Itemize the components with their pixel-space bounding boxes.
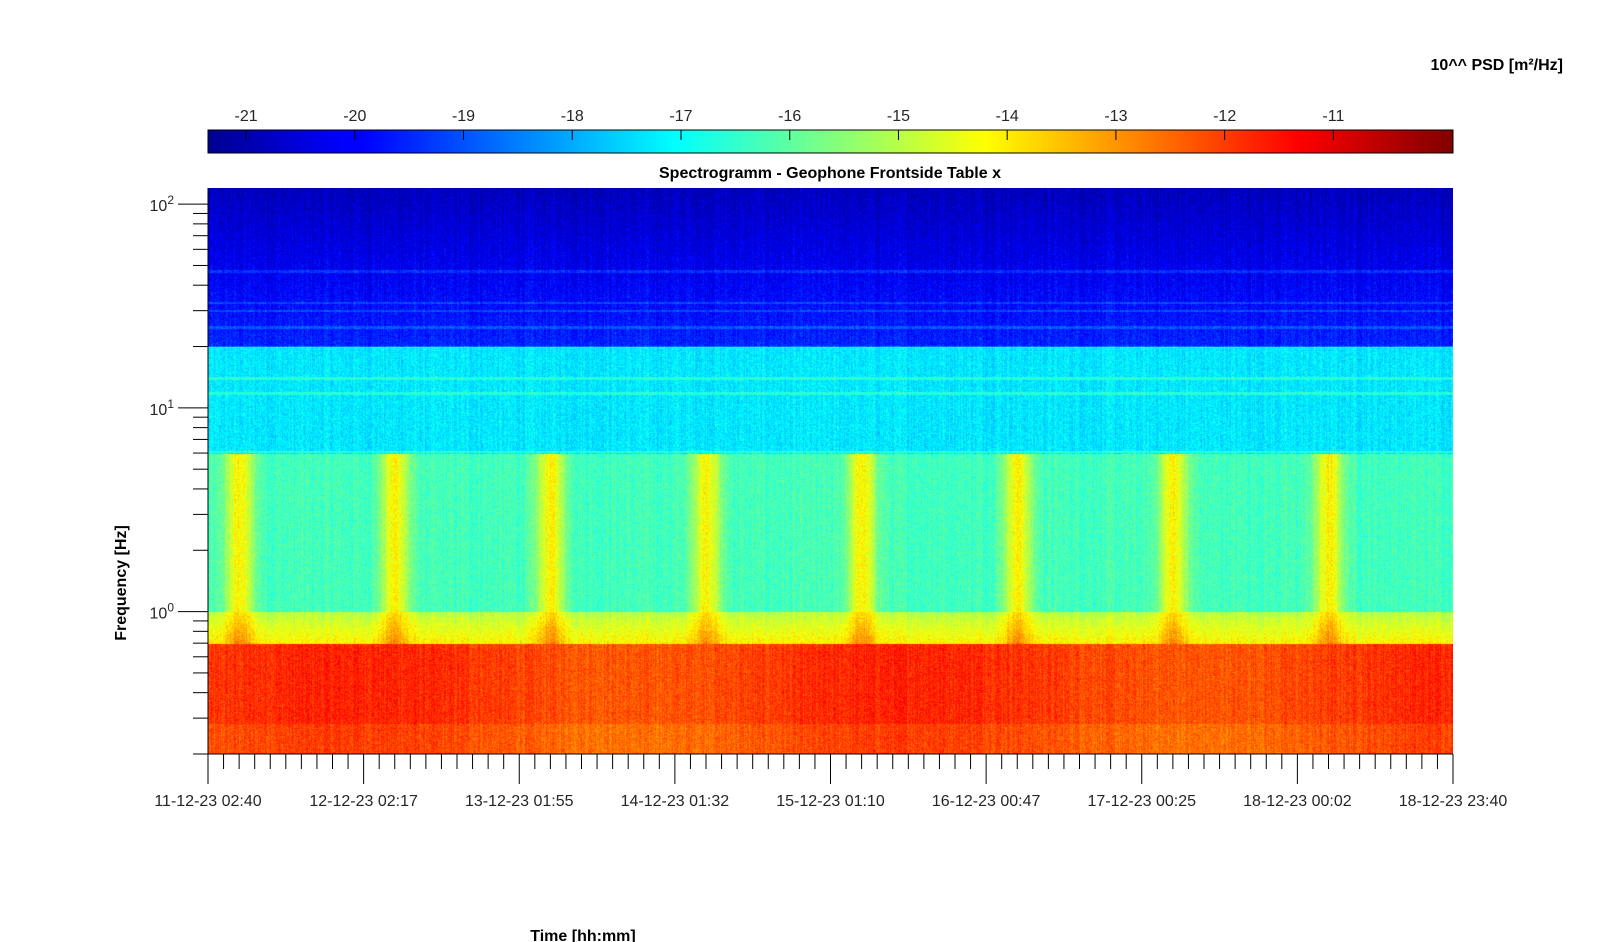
- y-tick-label: 101: [150, 397, 175, 419]
- y-tick-label: 100: [150, 601, 175, 623]
- x-tick-label: 15-12-23 01:10: [776, 793, 885, 810]
- colorbar-label: 10^^ PSD [m²/Hz]: [1431, 57, 1563, 74]
- x-axis-label: Time [hh:mm]: [530, 928, 635, 942]
- y-axis: 100 101 102: [150, 188, 209, 755]
- colorbar-tick-label: -12: [1213, 108, 1236, 125]
- x-tick-label: 11-12-23 02:40: [154, 793, 261, 810]
- colorbar-tick-label: -14: [996, 108, 1019, 125]
- x-tick-label: 13-12-23 01:55: [465, 793, 574, 810]
- colorbar: -21 -20 -19 -18 -17 -16 -15 -14 -13 -12 -11 10^^ P…: [207, 57, 1563, 154]
- x-tick-label: 12-12-23 02:17: [309, 793, 418, 810]
- colorbar-ticks: -21 -20 -19 -18 -17 -16 -15 -14 -13 -12 -11: [234, 108, 1344, 140]
- x-tick-label: 18-12-23 23:40: [1399, 793, 1508, 810]
- spectrogram-heatmap: [208, 188, 1453, 754]
- y-tick-label: 102: [150, 193, 175, 215]
- colorbar-tick-label: -16: [778, 108, 801, 125]
- colorbar-gradient: [207, 129, 1454, 154]
- x-tick-label: 16-12-23 00:47: [932, 793, 1041, 810]
- chart-title: Spectrogramm - Geophone Frontside Table …: [659, 165, 1001, 182]
- x-tick-label: 17-12-23 00:25: [1087, 793, 1196, 810]
- x-tick-label: 18-12-23 00:02: [1243, 793, 1352, 810]
- colorbar-tick-label: -19: [452, 108, 475, 125]
- colorbar-tick-label: -18: [561, 108, 584, 125]
- colorbar-tick-label: -20: [343, 108, 366, 125]
- y-axis-label: Frequency [Hz]: [113, 525, 130, 641]
- colorbar-tick-label: -15: [887, 108, 910, 125]
- colorbar-tick-label: -21: [234, 108, 257, 125]
- x-axis: 11-12-23 02:40 12-12-23 02:17 13-12-23 01:…: [154, 753, 1508, 810]
- x-tick-label: 14-12-23 01:32: [621, 793, 730, 810]
- plot-area: [208, 188, 1453, 754]
- colorbar-tick-label: -13: [1104, 108, 1127, 125]
- colorbar-tick-label: -17: [669, 108, 692, 125]
- colorbar-tick-label: -11: [1322, 108, 1344, 125]
